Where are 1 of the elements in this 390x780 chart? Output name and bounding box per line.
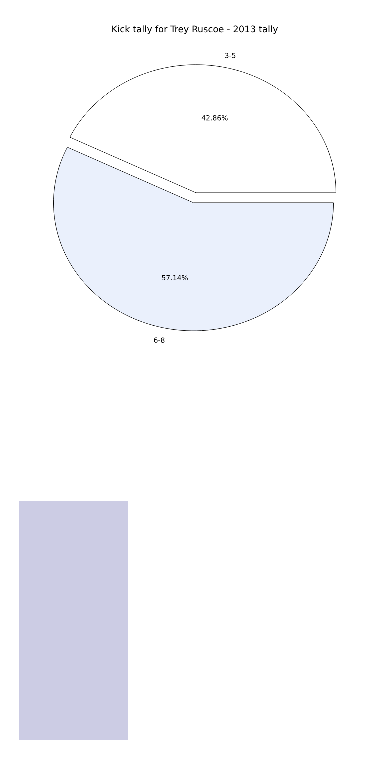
chart-title: Kick tally for Trey Ruscoe - 2013 tally (112, 26, 278, 34)
